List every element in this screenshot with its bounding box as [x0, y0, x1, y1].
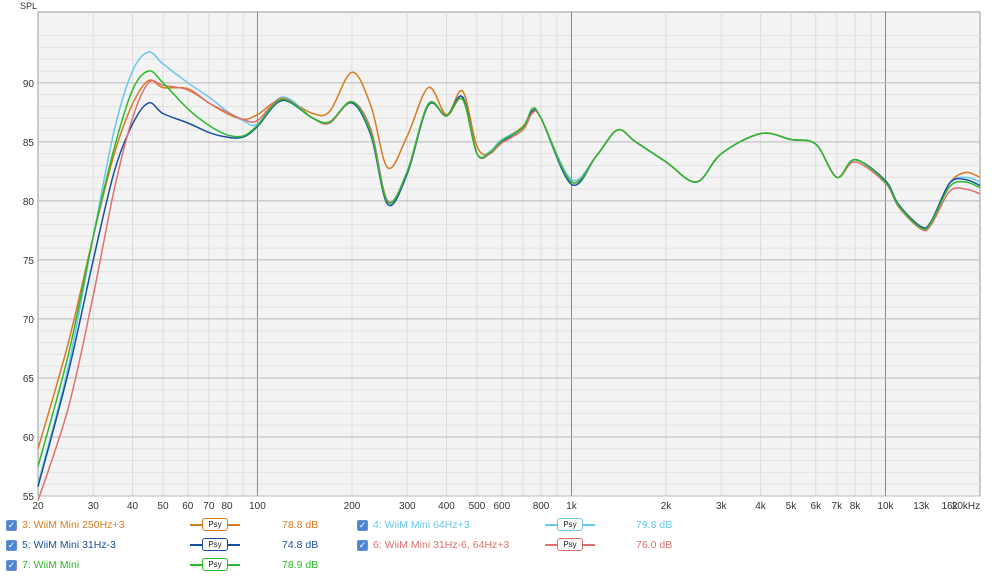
psy-line-right — [583, 523, 595, 526]
psy-line-left — [190, 523, 202, 526]
x-tick-label: 40 — [127, 501, 139, 512]
x-tick-label: 30 — [88, 501, 100, 512]
frequency-response-chart: 55 60 65 70 75 80 85 90 20 30 40 50 60 70 80 100 200 300… — [20, 1, 981, 512]
y-tick-label: 85 — [23, 138, 35, 149]
y-tick-label: 70 — [23, 315, 35, 326]
x-tick-label: 16k — [942, 501, 959, 512]
x-tick-label: 10k — [877, 501, 894, 512]
legend-checkbox[interactable]: ✓ — [357, 519, 368, 531]
series-line-5 — [37, 70, 981, 467]
x-tick-label: 6k — [811, 501, 823, 512]
y-tick-label: 65 — [23, 374, 35, 385]
psy-line-right — [228, 563, 240, 566]
x-tick-label: 20 — [32, 501, 44, 512]
legend-label: 5: WiiM Mini 31Hz-3 — [22, 539, 116, 551]
psy-label: Psy — [202, 518, 228, 531]
psy-label: Psy — [202, 558, 228, 571]
legend-db-value: 76.0 dB — [636, 539, 673, 551]
legend-entry: ✓ 7: WiiM Mini — [6, 556, 79, 574]
y-tick-label: 75 — [23, 256, 35, 267]
x-tick-label: 80 — [221, 501, 233, 512]
x-tick-label: 600 — [493, 501, 510, 512]
series-lines — [37, 51, 981, 501]
psy-label: Psy — [557, 518, 583, 531]
legend-label: 3: WiiM Mini 250Hz+3 — [22, 519, 125, 531]
major-gridlines — [38, 12, 980, 497]
legend-checkbox[interactable]: ✓ — [6, 519, 17, 531]
y-axis-label: SPL — [20, 1, 37, 11]
legend-db-value: 78.8 dB — [282, 519, 319, 531]
x-tick-label: 70 — [203, 501, 215, 512]
legend-db-value: 79.8 dB — [636, 519, 673, 531]
y-tick-label: 60 — [23, 433, 35, 444]
legend-entry: ✓ 6: WiiM Mini 31Hz-6, 64Hz+3 — [357, 536, 509, 554]
y-tick-labels: 55 60 65 70 75 80 85 90 — [23, 79, 35, 503]
psy-button[interactable]: Psy — [545, 518, 595, 531]
legend-entry: ✓ 5: WiiM Mini 31Hz-3 — [6, 536, 116, 554]
x-tick-label: 1k — [566, 501, 578, 512]
x-tick-label: 100 — [249, 501, 266, 512]
legend-checkbox[interactable]: ✓ — [6, 539, 17, 551]
psy-button[interactable]: Psy — [190, 538, 240, 551]
psy-button[interactable]: Psy — [190, 518, 240, 531]
x-tick-label: 4k — [755, 501, 767, 512]
psy-line-left — [545, 543, 557, 546]
x-tick-label: 400 — [438, 501, 455, 512]
legend-checkbox[interactable]: ✓ — [6, 559, 17, 571]
legend-db-value: 78.9 dB — [282, 559, 319, 571]
legend-entry: ✓ 3: WiiM Mini 250Hz+3 — [6, 516, 124, 534]
legend: ✓ 3: WiiM Mini 250Hz+3 Psy 78.8 dB ✓ 4: WiiM … — [0, 515, 1000, 583]
x-tick-label: 300 — [399, 501, 416, 512]
x-tick-label: 3k — [716, 501, 728, 512]
x-tick-label: 2k — [661, 501, 673, 512]
x-tick-label: 500 — [469, 501, 486, 512]
x-tick-label: 60 — [182, 501, 194, 512]
psy-button[interactable]: Psy — [190, 558, 240, 571]
plot-area — [37, 11, 981, 497]
psy-label: Psy — [557, 538, 583, 551]
psy-line-left — [190, 563, 202, 566]
legend-label: 7: WiiM Mini — [22, 559, 80, 571]
x-tick-label: 5k — [786, 501, 798, 512]
legend-label: 6: WiiM Mini 31Hz-6, 64Hz+3 — [373, 539, 510, 551]
psy-label: Psy — [202, 538, 228, 551]
x-tick-label: 13k — [913, 501, 930, 512]
legend-label: 4: WiiM Mini 64Hz+3 — [373, 519, 470, 531]
x-tick-labels: 20 30 40 50 60 70 80 100 200 300 400 500 600 800 1k 2k 3… — [32, 501, 980, 512]
y-tick-label: 55 — [23, 492, 35, 503]
psy-line-left — [190, 543, 202, 546]
x-tick-label: 20kHz — [952, 501, 980, 512]
x-tick-label: 200 — [344, 501, 361, 512]
x-tick-label: 7k — [832, 501, 844, 512]
legend-checkbox[interactable]: ✓ — [357, 539, 368, 551]
y-tick-label: 80 — [23, 197, 35, 208]
psy-line-left — [545, 523, 557, 526]
x-tick-label: 50 — [157, 501, 169, 512]
y-tick-label: 90 — [23, 79, 35, 90]
legend-db-value: 74.8 dB — [282, 539, 319, 551]
x-tick-label: 8k — [850, 501, 862, 512]
psy-button[interactable]: Psy — [545, 538, 595, 551]
minor-gridlines — [38, 12, 980, 496]
legend-entry: ✓ 4: WiiM Mini 64Hz+3 — [357, 516, 470, 534]
x-tick-label: 800 — [533, 501, 550, 512]
psy-line-right — [583, 543, 595, 546]
psy-line-right — [228, 523, 240, 526]
psy-line-right — [228, 543, 240, 546]
